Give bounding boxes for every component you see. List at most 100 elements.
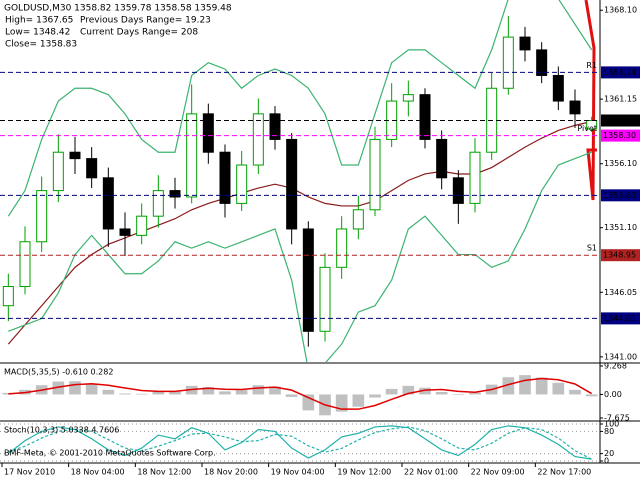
- histogram-bar: [135, 393, 148, 395]
- level-label: 1363.24: [603, 68, 636, 77]
- candle-body: [469, 151, 481, 204]
- x-tick-label: 18 Nov 20:00: [204, 468, 258, 477]
- x-tick-label: 22 Nov 01:00: [404, 468, 458, 477]
- x-tick-label: 17 Nov 2010: [4, 468, 55, 477]
- y-tick-label: 1351.10: [604, 223, 637, 232]
- level-label: 1359.48: [603, 116, 636, 125]
- indicator-line: [8, 426, 592, 460]
- histogram-bar: [569, 389, 581, 395]
- candle-body: [269, 113, 281, 140]
- candle-body: [186, 113, 198, 198]
- histogram-bar: [102, 389, 115, 395]
- histogram-bar: [269, 386, 281, 395]
- histogram-bar: [69, 381, 81, 395]
- histogram-bar: [119, 393, 131, 395]
- candle-body: [169, 190, 181, 198]
- candle-body: [202, 113, 214, 153]
- chart-title: GOLDUSD,M30 1358.82 1359.78 1358.58 1359…: [4, 4, 232, 14]
- indicator-line: [7, 425, 592, 460]
- histogram-bar: [219, 391, 231, 395]
- x-tick-label: 22 Nov 09:00: [471, 468, 525, 477]
- y-tick-label: 100: [604, 420, 619, 429]
- candle-body: [252, 113, 264, 166]
- info-text: Low= 1348.42: [5, 28, 70, 38]
- histogram-bar: [335, 394, 348, 412]
- x-tick-label: 22 Nov 17:00: [537, 468, 591, 477]
- candle-body: [369, 138, 381, 211]
- histogram-bar: [235, 390, 248, 395]
- histogram-bar: [369, 394, 381, 398]
- candle-body: [219, 151, 231, 204]
- candle-body: [286, 138, 298, 230]
- indicator-line: [8, 151, 592, 362]
- histogram-bar: [169, 391, 181, 395]
- y-tick-label: 1341.00: [604, 352, 637, 361]
- y-tick-label: 0.00: [604, 390, 622, 399]
- candle-body: [519, 36, 531, 51]
- level-name: R1: [586, 61, 597, 70]
- level-label-box: [601, 66, 640, 79]
- y-tick-label: 20: [604, 449, 614, 458]
- indicator-title: MACD(5,35,5) -0.610 0.282: [4, 368, 113, 377]
- indicator-title: Stoch(10,3,3) 5.0338 4.7606: [4, 426, 119, 435]
- candle-body: [69, 151, 81, 160]
- candle-body: [536, 49, 548, 76]
- level-label-box: [601, 129, 640, 142]
- level-label-box: [601, 249, 640, 262]
- indicator-line: [7, 120, 592, 345]
- candle-body: [436, 138, 448, 179]
- y-tick-label: 80: [604, 427, 614, 436]
- info-text: High= 1367.65: [5, 16, 73, 26]
- level-label-box: [601, 312, 640, 325]
- y-tick-label: 0: [604, 457, 609, 466]
- indicator-line: [7, 0, 593, 217]
- candle-body: [402, 94, 414, 102]
- plot-layer: [0, 0, 600, 462]
- forecast-arrow: [584, 0, 597, 201]
- histogram-bar: [52, 381, 65, 395]
- y-tick-label: 1356.10: [604, 159, 637, 168]
- histogram-bar: [152, 391, 165, 395]
- candle-body: [2, 286, 14, 307]
- candle-body: [319, 266, 331, 332]
- candle-body: [586, 119, 598, 130]
- histogram-bar: [402, 385, 415, 395]
- histogram-bar: [452, 394, 465, 396]
- candle-body: [102, 177, 114, 230]
- candle-body: [19, 241, 31, 288]
- histogram-bar: [435, 391, 448, 395]
- histogram-bar: [535, 377, 548, 395]
- copyright: BMF-Meta, © 2001-2010 MetaQuotes Softwar…: [4, 449, 216, 458]
- candle-body: [419, 94, 431, 140]
- panel: [2, 0, 598, 362]
- histogram-bar: [519, 375, 531, 395]
- level-label-box: [601, 114, 640, 127]
- signal-line: [8, 377, 593, 410]
- histogram-bar: [419, 387, 431, 395]
- histogram-bar: [202, 387, 215, 395]
- y-tick-label: 1361.15: [604, 95, 637, 104]
- candle-body: [569, 100, 581, 115]
- candle-body: [136, 215, 148, 236]
- info-text: Previous Days Range= 19.23: [80, 16, 211, 26]
- candle-body: [119, 228, 131, 236]
- level-label: 1348.95: [603, 251, 636, 260]
- x-tick-label: 18 Nov 12:00: [137, 468, 191, 477]
- panel: [0, 423, 600, 462]
- histogram-bar: [502, 377, 515, 395]
- candle-body: [86, 158, 98, 179]
- histogram-bar: [85, 383, 98, 395]
- candle-body: [152, 190, 164, 217]
- histogram-bar: [552, 382, 565, 395]
- candle-body: [352, 209, 364, 230]
- histogram-bar: [585, 394, 598, 397]
- candle-body: [52, 151, 64, 192]
- level-name: Pivot: [577, 124, 597, 133]
- histogram-bar: [469, 392, 481, 395]
- candle-body: [302, 228, 314, 332]
- level-label: 1344.01: [603, 314, 636, 323]
- candle-body: [502, 36, 514, 89]
- x-tick-label: 18 Nov 04:00: [71, 468, 125, 477]
